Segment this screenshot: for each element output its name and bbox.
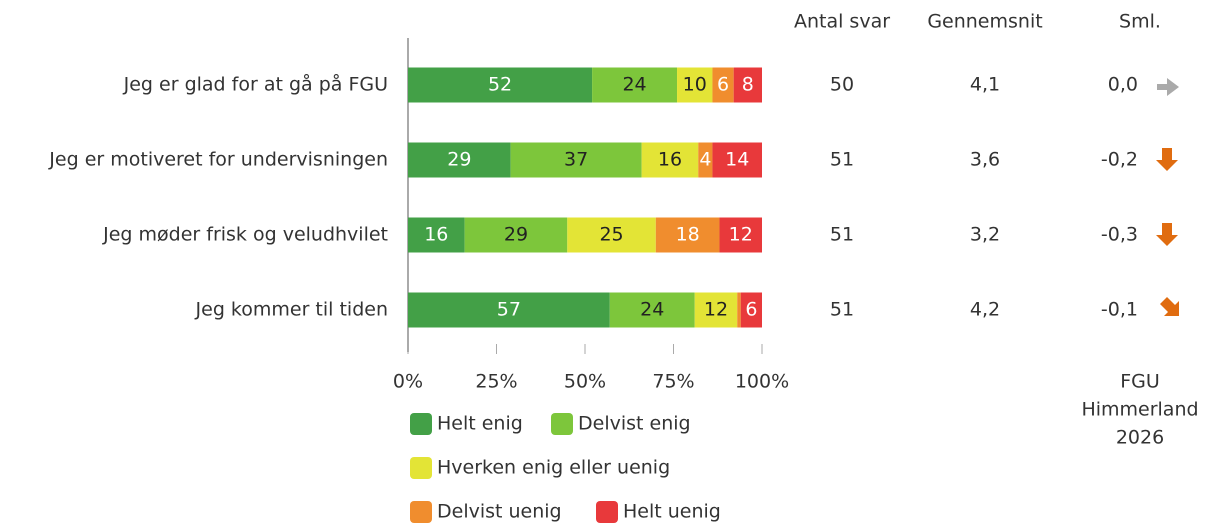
- category-label: Jeg er glad for at gå på FGU: [123, 73, 388, 96]
- antal-value: 51: [830, 149, 854, 171]
- x-tick-label: 50%: [564, 371, 606, 393]
- bar-segment: [408, 67, 593, 103]
- value-label: 24: [640, 299, 664, 321]
- x-tick-label: 100%: [735, 371, 789, 393]
- bar-segment: [408, 142, 511, 178]
- value-label: 6: [745, 299, 757, 321]
- value-label: 16: [424, 224, 448, 246]
- value-label: 8: [742, 74, 754, 96]
- value-label: 29: [447, 149, 471, 171]
- bar-segment: [740, 292, 762, 328]
- bar-segment: [737, 292, 741, 328]
- bar-segment: [567, 217, 656, 253]
- bar-segment: [719, 217, 762, 253]
- legend-swatch: [410, 413, 432, 435]
- legend-label: Hverken enig eller uenig: [437, 457, 670, 479]
- value-label: 10: [683, 74, 707, 96]
- arrow-down-right: [1160, 297, 1179, 316]
- sml-value: -0,3: [1101, 224, 1138, 246]
- footnote: Himmerland: [1081, 399, 1198, 421]
- bar-segment: [694, 292, 738, 328]
- value-label: 57: [497, 299, 521, 321]
- antal-value: 50: [830, 74, 854, 96]
- value-label: 12: [729, 224, 753, 246]
- value-label: 25: [599, 224, 623, 246]
- bar-segment: [464, 217, 568, 253]
- antal-value: 51: [830, 299, 854, 321]
- gennemsnit-value: 4,1: [970, 74, 1000, 96]
- bar-segment: [408, 217, 465, 253]
- bar-segment: [408, 292, 610, 328]
- gennemsnit-value: 3,2: [970, 224, 1000, 246]
- arrow-down: [1156, 223, 1178, 246]
- legend-swatch: [410, 501, 432, 523]
- bar-segment: [712, 142, 762, 178]
- legend-label: Helt uenig: [623, 501, 721, 523]
- value-label: 16: [658, 149, 682, 171]
- value-label: 24: [622, 74, 646, 96]
- column-header: Sml.: [1119, 11, 1161, 33]
- bar-segment: [510, 142, 642, 178]
- value-label: 14: [725, 149, 749, 171]
- value-label: 4: [699, 149, 711, 171]
- footnote: FGU: [1120, 371, 1160, 393]
- bar-segment: [733, 67, 762, 103]
- category-label: Jeg er motiveret for undervisningen: [48, 149, 388, 171]
- legend-label: Helt enig: [437, 413, 523, 435]
- value-label: 6: [717, 74, 729, 96]
- bar-segment: [655, 217, 720, 253]
- value-label: 18: [676, 224, 700, 246]
- sml-value: 0,0: [1108, 74, 1138, 96]
- category-label: Jeg kommer til tiden: [195, 299, 388, 321]
- bar-segment: [698, 142, 713, 178]
- bar-segment: [712, 67, 734, 103]
- sml-value: -0,2: [1101, 149, 1138, 171]
- bar-segment: [609, 292, 695, 328]
- footnote: 2026: [1116, 427, 1164, 449]
- x-tick-label: 0%: [393, 371, 423, 393]
- sml-value: -0,1: [1101, 299, 1138, 321]
- arrow-right: [1157, 78, 1179, 96]
- legend-swatch: [551, 413, 573, 435]
- column-header: Antal svar: [794, 11, 890, 33]
- bar-segment: [677, 67, 713, 103]
- value-label: 12: [704, 299, 728, 321]
- antal-value: 51: [830, 224, 854, 246]
- value-label: 52: [488, 74, 512, 96]
- arrow-down: [1156, 148, 1178, 171]
- bar-segment: [592, 67, 678, 103]
- legend-label: Delvist enig: [578, 413, 691, 435]
- gennemsnit-value: 3,6: [970, 149, 1000, 171]
- category-label: Jeg møder frisk og veludhvilet: [102, 224, 388, 246]
- gennemsnit-value: 4,2: [970, 299, 1000, 321]
- value-label: 37: [564, 149, 588, 171]
- legend-label: Delvist uenig: [437, 501, 562, 523]
- bar-segment: [641, 142, 699, 178]
- column-header: Gennemsnit: [927, 11, 1042, 33]
- legend-swatch: [596, 501, 618, 523]
- x-tick-label: 75%: [652, 371, 694, 393]
- x-tick-label: 25%: [475, 371, 517, 393]
- legend-swatch: [410, 457, 432, 479]
- value-label: 29: [504, 224, 528, 246]
